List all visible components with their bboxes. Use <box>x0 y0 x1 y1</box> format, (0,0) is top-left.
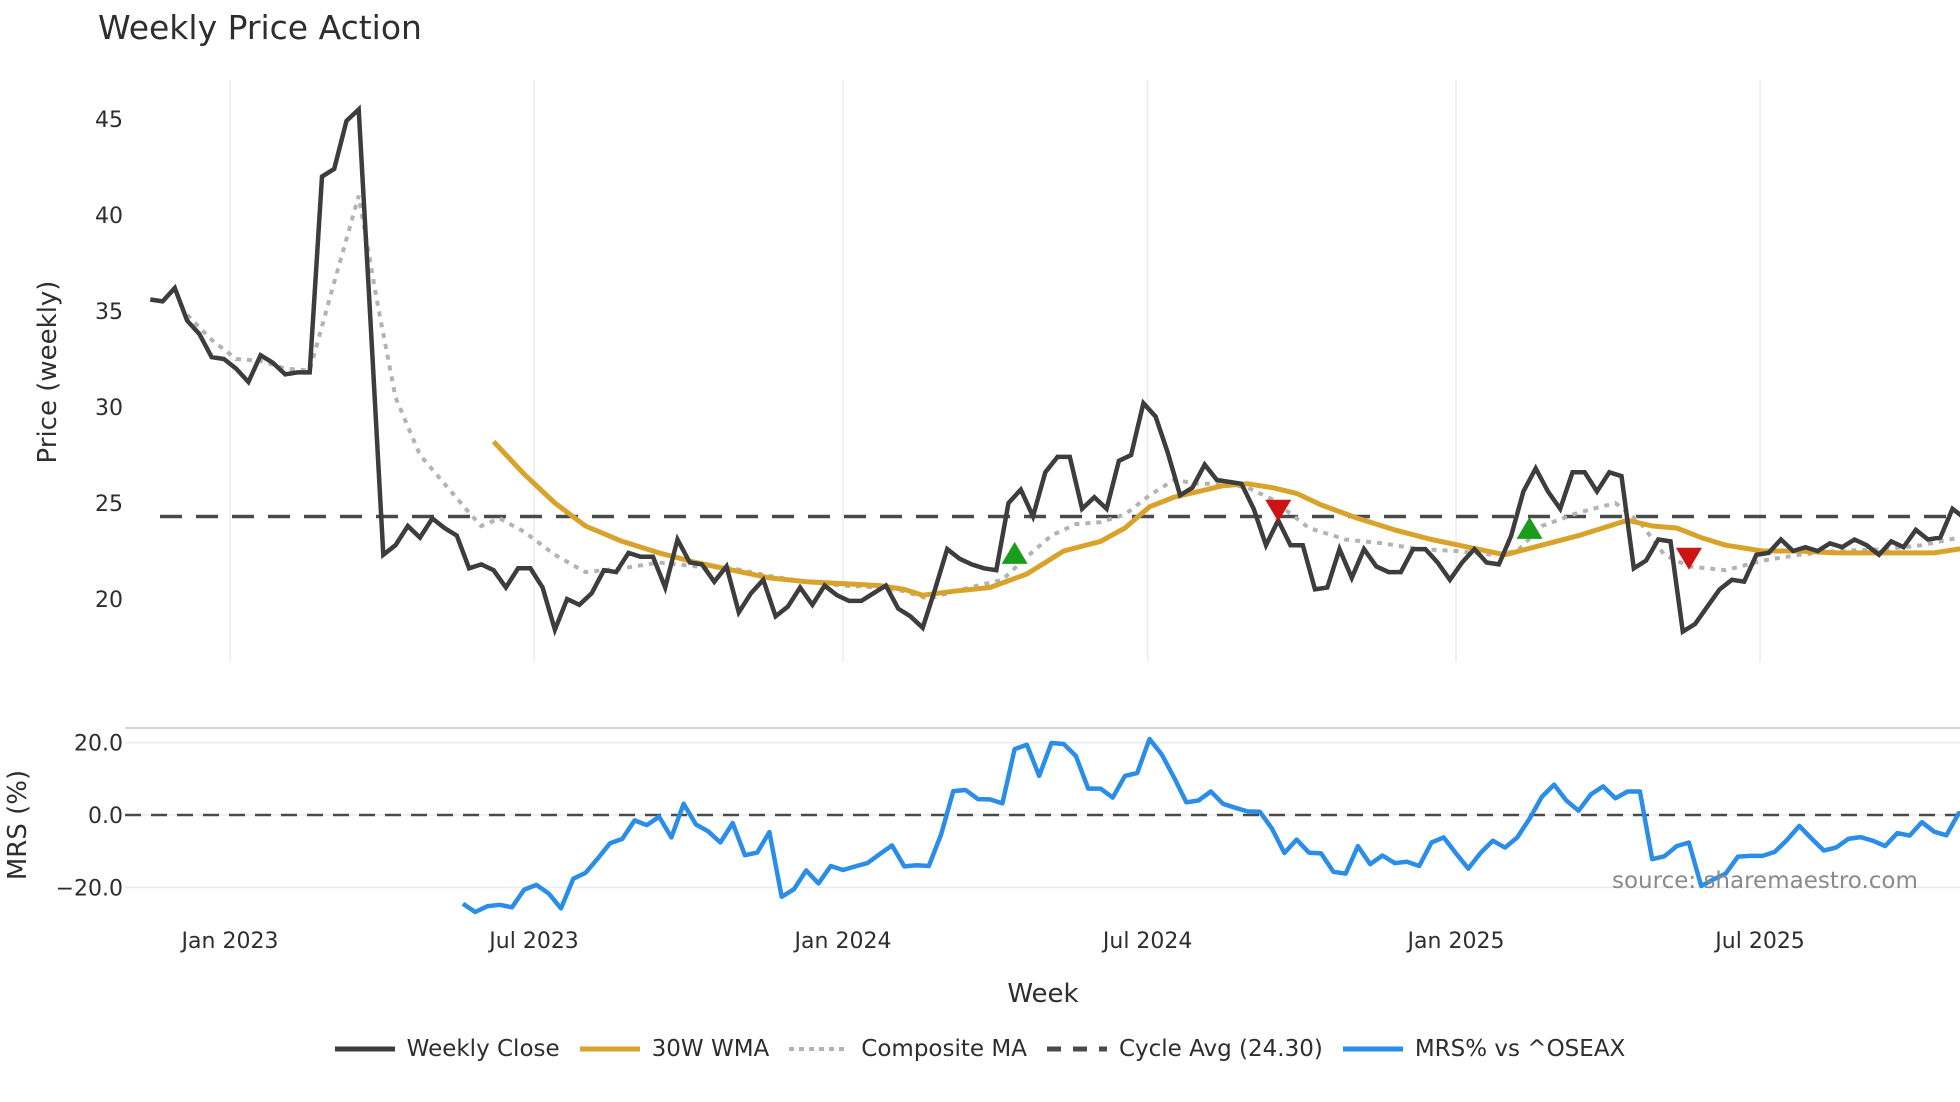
composite-ma-line <box>185 195 1960 602</box>
wma-swatch-icon <box>579 1046 640 1052</box>
x-tick: Jul 2024 <box>1101 929 1193 954</box>
price-tick: 25 <box>95 492 123 517</box>
buy-signal-icon <box>1516 516 1543 539</box>
close-swatch-icon <box>334 1046 395 1052</box>
legend-label: Weekly Close <box>406 1036 560 1062</box>
legend-label: Cycle Avg (24.30) <box>1118 1036 1323 1062</box>
legend-item-composite[interactable]: Composite MA <box>789 1036 1027 1062</box>
price-series <box>149 104 1960 637</box>
buy-signal-icon <box>1001 541 1028 564</box>
chart-title: Weekly Price Action <box>98 8 422 47</box>
x-axis: Jan 2023 Jul 2023 Jan 2024 Jul 2024 Jan 2025… <box>180 929 1805 954</box>
source-attribution: source: sharemaestro.com <box>1612 868 1918 894</box>
price-tick: 20 <box>95 588 123 613</box>
legend: Weekly Close 30W WMA Composite MA Cycle Avg… <box>0 1036 1960 1062</box>
mrs-y-axis: 20.0 0.0 −20.0 <box>56 732 123 902</box>
mrs-swatch-icon <box>1342 1046 1403 1052</box>
price-y-axis: 20 25 30 35 40 45 <box>95 108 123 613</box>
price-tick: 30 <box>95 396 123 421</box>
weekly-close-line <box>149 104 1960 637</box>
signal-markers <box>1001 499 1702 570</box>
mrs-tick: 0.0 <box>88 804 123 829</box>
cycle-swatch-icon <box>1046 1046 1107 1052</box>
price-tick: 45 <box>95 108 123 133</box>
legend-item-mrs[interactable]: MRS% vs ^OSEAX <box>1342 1036 1626 1062</box>
legend-label: Composite MA <box>861 1036 1027 1062</box>
x-tick: Jan 2025 <box>1406 929 1505 954</box>
legend-label: MRS% vs ^OSEAX <box>1414 1036 1626 1062</box>
x-tick: Jul 2023 <box>487 929 579 954</box>
x-tick: Jul 2025 <box>1713 929 1805 954</box>
legend-item-close[interactable]: Weekly Close <box>334 1036 560 1062</box>
mrs-series <box>125 736 1960 915</box>
x-tick: Jan 2023 <box>180 929 279 954</box>
composite-swatch-icon <box>789 1047 850 1051</box>
price-tick: 35 <box>95 300 123 325</box>
x-axis-label: Week <box>1007 979 1078 1009</box>
sell-signal-icon <box>1265 499 1292 522</box>
mrs-tick: −20.0 <box>56 876 123 901</box>
gridlines <box>125 80 1960 889</box>
mrs-y-axis-label: MRS (%) <box>3 770 33 880</box>
x-tick: Jan 2024 <box>793 929 892 954</box>
legend-label: 30W WMA <box>651 1036 770 1062</box>
mrs-line <box>461 736 1960 915</box>
legend-item-cycle[interactable]: Cycle Avg (24.30) <box>1046 1036 1323 1062</box>
price-tick: 40 <box>95 204 123 229</box>
price-y-axis-label: Price (weekly) <box>33 281 63 464</box>
legend-item-wma[interactable]: 30W WMA <box>579 1036 770 1062</box>
mrs-tick: 20.0 <box>74 732 123 757</box>
sell-signal-icon <box>1675 547 1702 570</box>
wma-line <box>491 439 1960 598</box>
